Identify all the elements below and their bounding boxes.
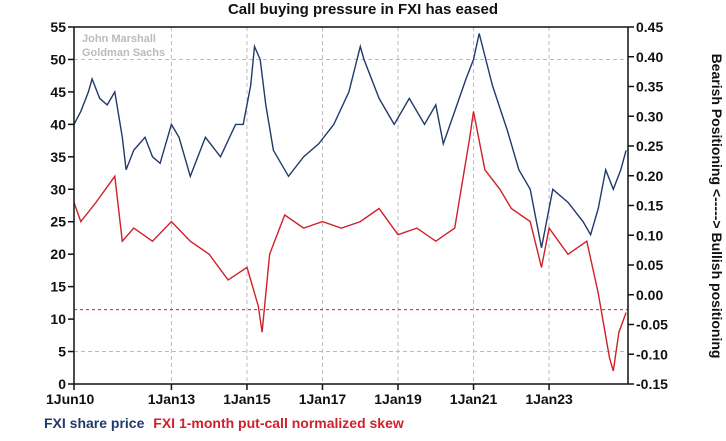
fxi-skew-line [73,111,627,372]
right-tick-label: 0.25 [636,138,663,154]
right-tick-label: 0.30 [636,108,663,124]
left-tick-label: 20 [50,246,66,262]
x-tick-label: 1Jun10 [46,391,94,407]
svg-text:FXI share price FXI 1-month: FXI share price FXI 1-month put-call nor… [44,415,404,431]
left-tick-label: 40 [50,116,66,132]
x-tick-label: 1Jan19 [374,391,422,407]
x-tick-label: 1Jan15 [223,391,271,407]
left-tick-label: 45 [50,84,66,100]
x-tick-label: 1Jan17 [299,391,347,407]
x-tick-label: 1Jan13 [148,391,196,407]
left-tick-label: 25 [50,214,66,230]
right-tick-label: 0.45 [636,19,663,35]
left-tick-label: 30 [50,181,66,197]
left-tick-label: 35 [50,149,66,165]
left-tick-label: 0 [58,376,66,392]
watermark-line-1: John Marshall [82,33,156,45]
legend-fxi-skew: FXI 1-month put-call normalized skew [153,415,404,431]
right-tick-label: 0.15 [636,198,663,214]
right-tick-label: -0.15 [636,376,668,392]
right-tick-label: 0.10 [636,227,663,243]
right-tick-label: 0.35 [636,79,663,95]
x-tick-label: 1Jan21 [450,391,498,407]
right-tick-label: -0.05 [636,317,668,333]
right-tick-label: -0.10 [636,346,668,362]
right-axis-label: Bearish Positioning <-----> Bullish posi… [709,54,725,359]
right-tick-label: 0.05 [636,257,663,273]
right-tick-label: 0.00 [636,287,663,303]
chart-title: Call buying pressure in FXI has eased [228,1,498,18]
x-tick-label: 1Jan23 [525,391,573,407]
left-tick-label: 50 [50,51,66,67]
left-tick-label: 55 [50,19,66,35]
left-tick-label: 10 [50,311,66,327]
left-tick-label: 5 [58,344,66,360]
watermark-line-2: Goldman Sachs [82,47,165,59]
left-tick-label: 15 [50,279,66,295]
right-tick-label: 0.20 [636,168,663,184]
right-tick-label: 0.40 [636,49,663,65]
legend-fxi-price: FXI share price [44,415,145,431]
fxi-price-line [73,33,627,248]
